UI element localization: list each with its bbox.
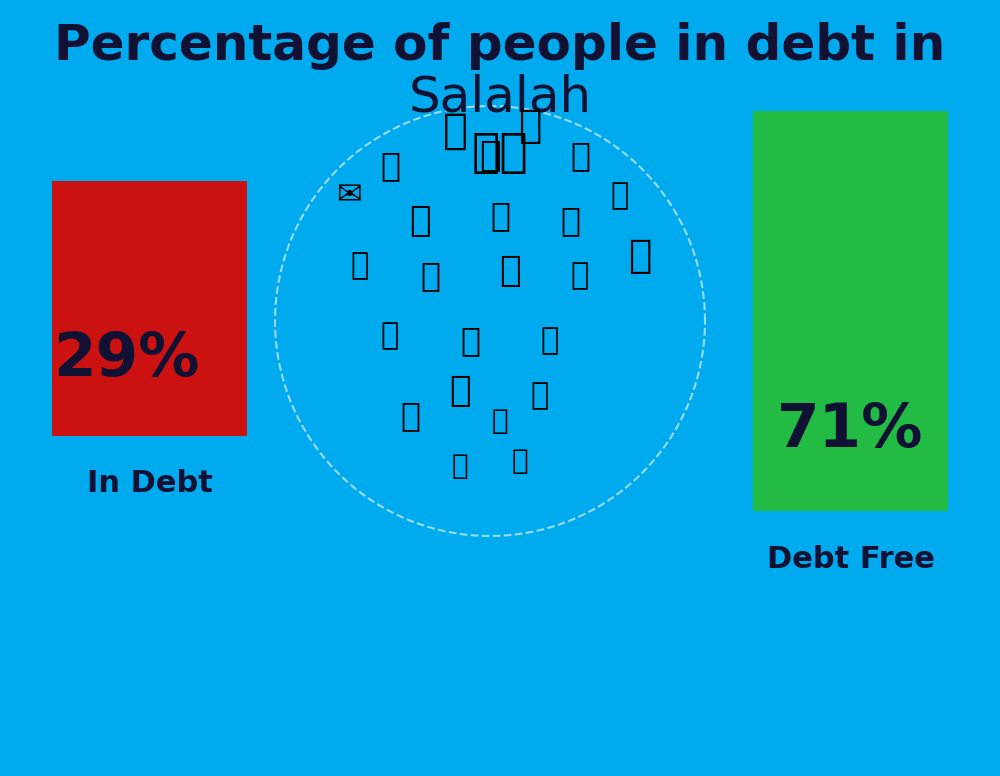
FancyBboxPatch shape	[753, 111, 948, 511]
Text: Debt Free: Debt Free	[767, 545, 934, 573]
Text: 🏦: 🏦	[518, 107, 542, 145]
Text: 🌐: 🌐	[611, 182, 629, 210]
Text: 💵: 💵	[531, 382, 549, 411]
Text: 💵: 💵	[479, 139, 501, 173]
Text: 71%: 71%	[777, 401, 924, 460]
Text: 💵: 💵	[492, 407, 508, 435]
Text: 🔒: 🔒	[571, 262, 589, 290]
Text: 🎓: 🎓	[628, 237, 652, 275]
Text: 📦: 📦	[409, 204, 431, 238]
Text: 🚗: 🚗	[449, 374, 471, 408]
Text: 29%: 29%	[53, 330, 199, 389]
Text: 🇴🇲: 🇴🇲	[472, 131, 528, 176]
Text: 💰: 💰	[460, 324, 480, 358]
Text: 💵: 💵	[512, 447, 528, 475]
Text: ✉️: ✉️	[337, 182, 363, 210]
Text: Salalah: Salalah	[408, 74, 592, 122]
Text: 💼: 💼	[400, 400, 420, 432]
Text: 🦅: 🦅	[380, 150, 400, 182]
Text: 🔑: 🔑	[490, 199, 510, 233]
FancyBboxPatch shape	[52, 181, 247, 436]
Text: 📱: 📱	[560, 205, 580, 237]
Text: In Debt: In Debt	[87, 469, 212, 498]
Text: 🪙: 🪙	[452, 452, 468, 480]
Text: 💵: 💵	[420, 259, 440, 293]
Text: 💰: 💰	[570, 140, 590, 172]
Text: 🏠: 🏠	[442, 110, 468, 152]
Text: 🧮: 🧮	[541, 327, 559, 355]
Text: Percentage of people in debt in: Percentage of people in debt in	[54, 22, 946, 70]
Text: 🔮: 🔮	[351, 251, 369, 280]
Text: 🏦: 🏦	[499, 254, 521, 288]
Text: 📄: 📄	[381, 321, 399, 351]
